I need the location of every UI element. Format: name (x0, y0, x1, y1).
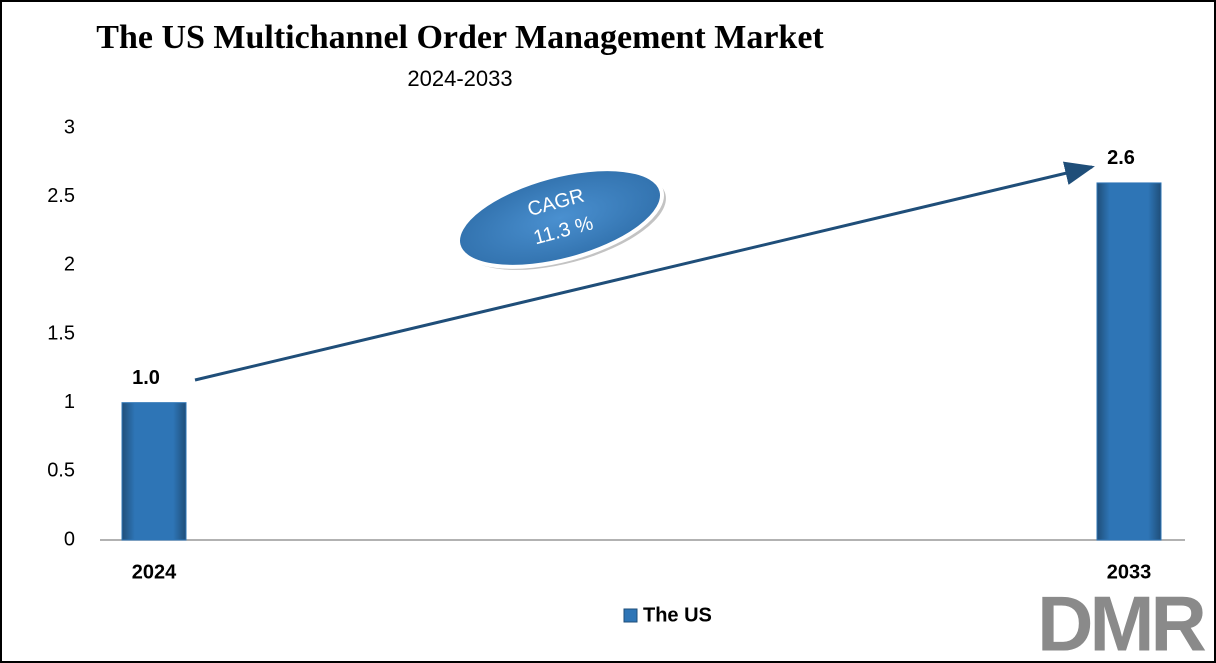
legend-swatch (623, 608, 638, 623)
logo: DMR (1037, 580, 1205, 663)
chart-title: The US Multichannel Order Management Mar… (96, 19, 824, 56)
chart-subtitle: 2024-2033 (407, 66, 512, 91)
y-tick-label: 1.5 (47, 322, 75, 344)
legend-label: The US (643, 604, 712, 626)
cagr-badge: CAGR 11.3 % (455, 167, 666, 270)
y-tick-label: 3 (64, 116, 75, 138)
y-tick-label: 1 (64, 391, 75, 413)
y-tick-label: 0 (64, 528, 75, 550)
value-label: 1.0 (132, 367, 160, 389)
y-tick-label: 2.5 (47, 185, 75, 207)
bar (121, 402, 187, 541)
y-tick-label: 2 (64, 254, 75, 276)
value-label: 2.6 (1107, 147, 1135, 169)
badge (455, 167, 665, 269)
bar (1096, 182, 1162, 541)
x-tick-label: 2033 (1107, 561, 1152, 583)
y-tick-label: 0.5 (47, 460, 75, 482)
trend-arrow (194, 161, 1095, 382)
x-tick-label: 2024 (132, 561, 177, 583)
